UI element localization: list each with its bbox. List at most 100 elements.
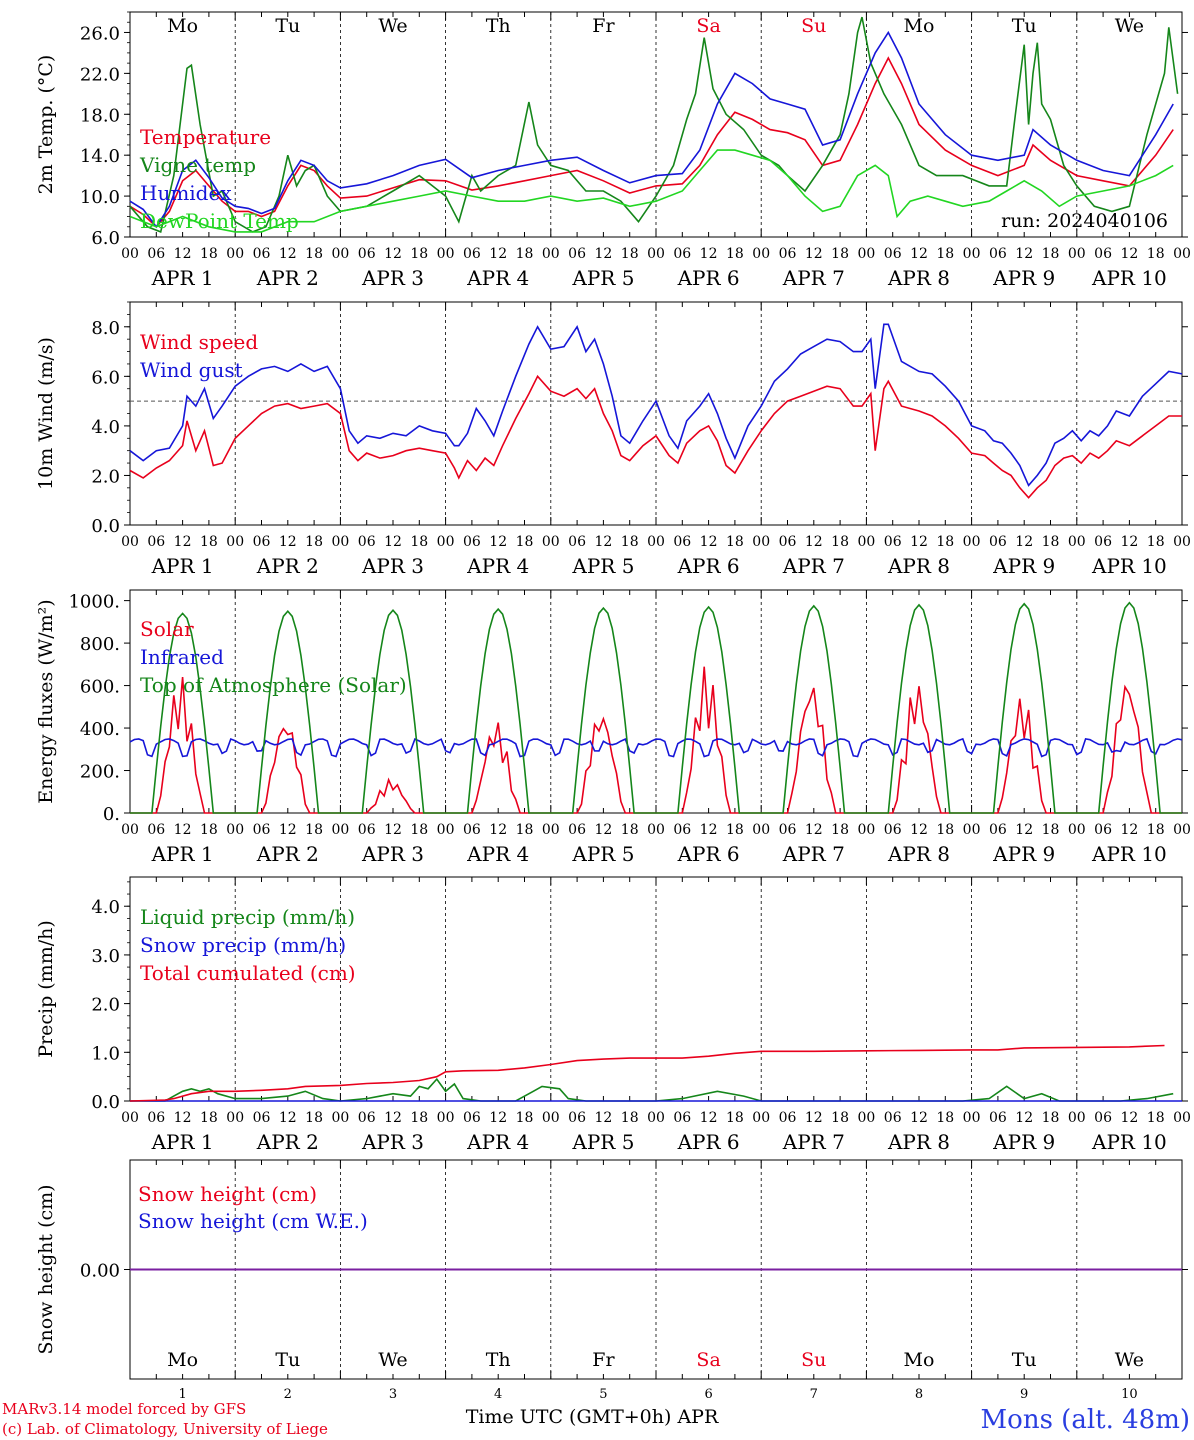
snow-day-name: We <box>1115 1349 1144 1371</box>
temp-day-name: Th <box>486 15 511 37</box>
energy-hour-label: 06 <box>568 822 586 838</box>
wind-hour-label: 18 <box>1042 534 1060 550</box>
energy-hour-label: 18 <box>305 822 323 838</box>
energy-y-axis-title: Energy fluxes (W/m²) <box>35 599 57 803</box>
energy-hour-label: 00 <box>121 822 139 838</box>
precip-series-liquid-precip-mm-h- <box>130 1077 1174 1102</box>
temp-y-tick-label: 18.0 <box>80 105 120 126</box>
temp-hour-label: 00 <box>226 246 244 262</box>
temp-hour-label: 18 <box>1147 246 1165 262</box>
energy-date-label: APR 9 <box>992 842 1055 866</box>
temp-hour-label: 00 <box>331 246 349 262</box>
temp-hour-label: 12 <box>384 246 402 262</box>
wind-hour-label: 06 <box>568 534 586 550</box>
energy-hour-label: 00 <box>542 822 560 838</box>
snow-day-number: 1 <box>178 1387 186 1402</box>
wind-hour-label: 00 <box>331 534 349 550</box>
energy-hour-label: 18 <box>516 822 534 838</box>
precip-hour-label: 00 <box>963 1110 981 1126</box>
precip-hour-label: 12 <box>1120 1110 1138 1126</box>
wind-date-label: APR 2 <box>256 554 319 578</box>
wind-hour-label: 06 <box>358 534 376 550</box>
wind-y-tick-label: 0.0 <box>91 516 120 537</box>
temp-y-tick-label: 6.0 <box>91 228 120 249</box>
precip-y-tick-label: 1.0 <box>91 1043 120 1064</box>
temp-date-label: APR 5 <box>571 266 634 290</box>
energy-legend-infrared: Infrared <box>140 645 224 669</box>
temp-hour-label: 12 <box>700 246 718 262</box>
temp-hour-label: 18 <box>516 246 534 262</box>
precip-hour-label: 18 <box>410 1110 428 1126</box>
precip-hour-label: 00 <box>1173 1110 1191 1126</box>
wind-hour-label: 18 <box>516 534 534 550</box>
wind-date-label: APR 10 <box>1091 554 1167 578</box>
precip-hour-label: 18 <box>1042 1110 1060 1126</box>
wind-hour-label: 06 <box>463 534 481 550</box>
temp-date-label: APR 1 <box>151 266 214 290</box>
precip-hour-label: 12 <box>279 1110 297 1126</box>
energy-hour-label: 06 <box>673 822 691 838</box>
energy-y-tick-label: 0. <box>103 804 120 825</box>
precip-hour-label: 06 <box>1094 1110 1112 1126</box>
temp-hour-label: 06 <box>989 246 1007 262</box>
energy-y-tick-label: 600. <box>80 677 120 698</box>
temp-hour-label: 18 <box>305 246 323 262</box>
temp-hour-label: 00 <box>1068 246 1086 262</box>
temp-hour-label: 12 <box>594 246 612 262</box>
energy-date-label: APR 1 <box>151 842 214 866</box>
energy-hour-label: 18 <box>410 822 428 838</box>
precip-y-tick-label: 3.0 <box>91 946 120 967</box>
snow-day-number: 7 <box>810 1387 818 1402</box>
energy-hour-label: 18 <box>1042 822 1060 838</box>
wind-hour-label: 00 <box>963 534 981 550</box>
temp-day-name: Tu <box>1012 15 1037 37</box>
energy-hour-label: 00 <box>1173 822 1191 838</box>
energy-hour-label: 00 <box>1068 822 1086 838</box>
wind-hour-label: 12 <box>910 534 928 550</box>
precip-hour-label: 18 <box>621 1110 639 1126</box>
wind-hour-label: 18 <box>831 534 849 550</box>
temp-hour-label: 18 <box>410 246 428 262</box>
temp-hour-label: 06 <box>147 246 165 262</box>
temp-date-label: APR 10 <box>1091 266 1167 290</box>
temp-hour-label: 00 <box>542 246 560 262</box>
credit-line-1: MARv3.14 model forced by GFS <box>2 1400 246 1418</box>
snow-day-name: Sa <box>696 1349 720 1371</box>
temp-y-tick-label: 22.0 <box>80 64 120 85</box>
precip-hour-label: 00 <box>542 1110 560 1126</box>
temp-legend-dewpoint-temp: DewPoint Temp <box>140 209 299 233</box>
precip-hour-label: 12 <box>384 1110 402 1126</box>
wind-hour-label: 00 <box>1173 534 1191 550</box>
temp-series-vigne-temp <box>129 16 1179 233</box>
temp-day-name: Mo <box>904 15 935 37</box>
temp-y-tick-label: 10.0 <box>80 187 120 208</box>
precip-hour-label: 18 <box>305 1110 323 1126</box>
wind-hour-label: 06 <box>989 534 1007 550</box>
temp-date-label: APR 9 <box>992 266 1055 290</box>
wind-hour-label: 06 <box>673 534 691 550</box>
energy-hour-label: 00 <box>226 822 244 838</box>
snow-day-number: 10 <box>1121 1387 1138 1402</box>
energy-hour-label: 00 <box>857 822 875 838</box>
temp-day-name: Mo <box>167 15 198 37</box>
wind-date-label: APR 6 <box>677 554 740 578</box>
temp-hour-label: 06 <box>463 246 481 262</box>
snow-y-axis-title: Snow height (cm) <box>35 1184 57 1354</box>
wind-hour-label: 12 <box>1120 534 1138 550</box>
wind-series-wind-speed <box>129 374 1182 499</box>
precip-hour-label: 12 <box>1015 1110 1033 1126</box>
energy-y-tick-label: 1000. <box>68 592 120 613</box>
energy-legend-solar: Solar <box>140 617 194 641</box>
energy-hour-label: 12 <box>384 822 402 838</box>
temp-day-name: Sa <box>696 15 720 37</box>
temp-day-name: Fr <box>592 15 615 37</box>
temp-hour-label: 00 <box>437 246 455 262</box>
temp-hour-label: 18 <box>1042 246 1060 262</box>
temp-hour-label: 18 <box>936 246 954 262</box>
energy-hour-label: 12 <box>910 822 928 838</box>
wind-hour-label: 12 <box>384 534 402 550</box>
precip-hour-label: 06 <box>253 1110 271 1126</box>
wind-hour-label: 18 <box>410 534 428 550</box>
precip-date-label: APR 8 <box>887 1130 950 1154</box>
wind-date-label: APR 9 <box>992 554 1055 578</box>
